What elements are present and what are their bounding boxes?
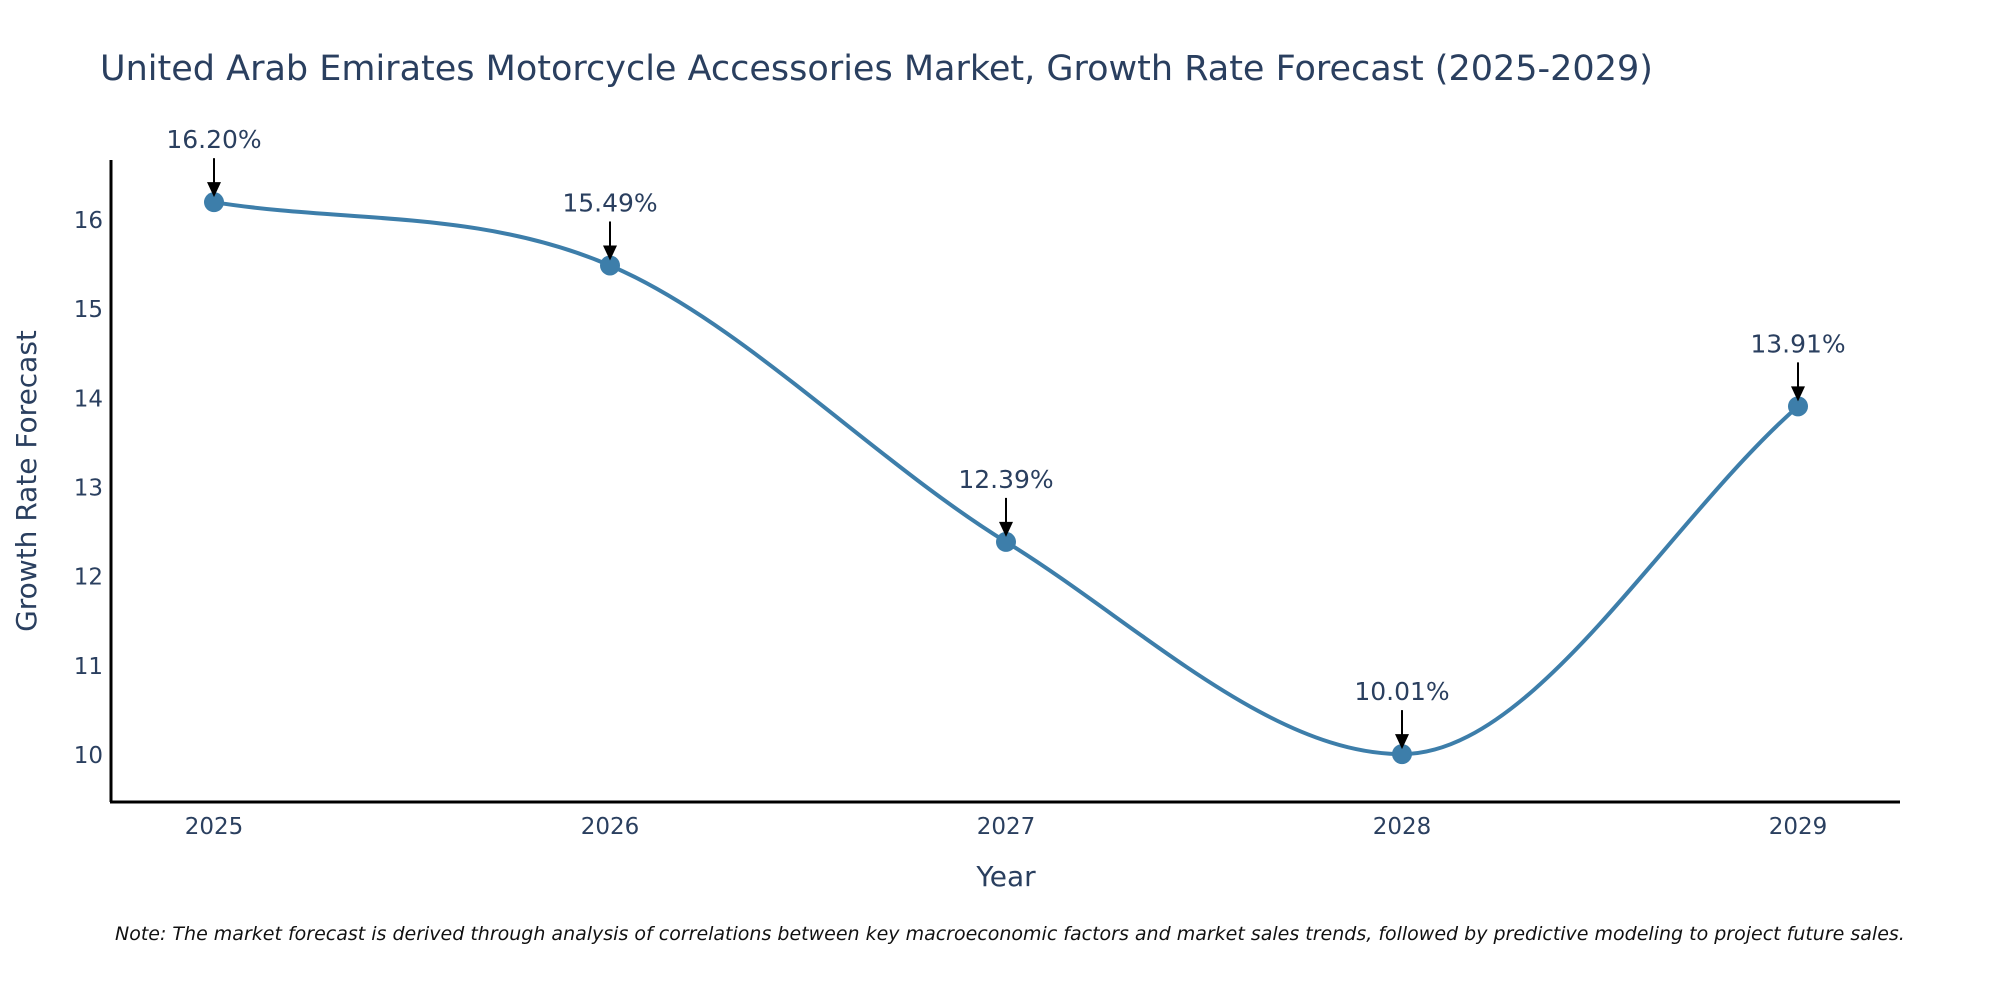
x-tick-label: 2029 bbox=[1769, 814, 1828, 840]
data-point bbox=[1392, 744, 1412, 765]
x-axis-title: Year bbox=[975, 860, 1036, 893]
annotation-label: 15.49% bbox=[562, 188, 657, 217]
data-annotation: 13.91% bbox=[1750, 329, 1846, 402]
y-tick-label: 14 bbox=[74, 386, 103, 412]
annotation-arrow-head bbox=[207, 182, 221, 198]
y-tick-labels: 10 11 12 13 14 15 16 bbox=[74, 208, 103, 769]
y-tick-label: 16 bbox=[74, 208, 103, 234]
y-axis-title: Growth Rate Forecast bbox=[10, 330, 43, 632]
annotation-arrow-head bbox=[1791, 386, 1805, 402]
x-tick-labels: 2025 2026 2027 2028 2029 bbox=[185, 814, 1828, 840]
x-tick-label: 2025 bbox=[185, 814, 244, 840]
data-annotation: 16.20% bbox=[166, 125, 262, 198]
annotation-arrow-head bbox=[1395, 734, 1409, 750]
data-annotation: 12.39% bbox=[958, 465, 1054, 537]
chart-title: United Arab Emirates Motorcycle Accessor… bbox=[100, 49, 1653, 89]
x-tick-label: 2027 bbox=[977, 814, 1036, 840]
y-tick-label: 13 bbox=[74, 476, 103, 502]
y-tick-label: 15 bbox=[74, 297, 103, 323]
y-tick-label: 12 bbox=[74, 565, 103, 591]
annotation-arrow-head bbox=[603, 245, 617, 261]
data-point bbox=[600, 255, 620, 276]
annotation-label: 12.39% bbox=[958, 465, 1053, 494]
data-annotations: 16.20% 15.49% 12.39% 10.01% 13.91% bbox=[166, 125, 1846, 750]
data-annotation: 15.49% bbox=[562, 188, 658, 261]
footnote: Note: The market forecast is derived thr… bbox=[115, 923, 1905, 945]
annotation-label: 16.20% bbox=[166, 125, 261, 154]
y-tick-label: 10 bbox=[74, 743, 103, 769]
x-tick-label: 2026 bbox=[581, 814, 640, 840]
data-point bbox=[996, 531, 1016, 552]
annotation-arrow-head bbox=[999, 521, 1013, 537]
annotation-label: 10.01% bbox=[1354, 677, 1449, 706]
annotation-label: 13.91% bbox=[1750, 329, 1845, 358]
data-point bbox=[1788, 396, 1808, 417]
y-tick-label: 11 bbox=[74, 654, 103, 680]
data-annotation: 10.01% bbox=[1354, 677, 1450, 750]
x-tick-label: 2028 bbox=[1373, 814, 1432, 840]
data-markers bbox=[204, 192, 1808, 765]
data-point bbox=[204, 192, 224, 213]
